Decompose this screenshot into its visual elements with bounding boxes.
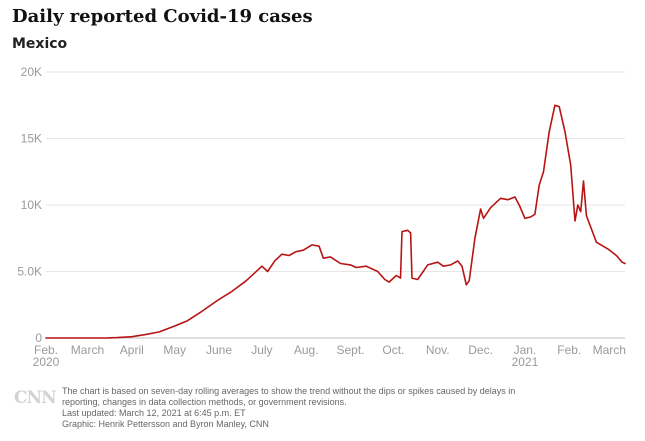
cnn-logo: CNN bbox=[14, 388, 57, 408]
x-tick-label: Feb. bbox=[557, 343, 581, 357]
x-tick-label: April bbox=[120, 343, 144, 357]
grid-lines bbox=[46, 71, 625, 339]
x-tick-label: June bbox=[206, 343, 232, 357]
x-tick-label: July bbox=[251, 343, 272, 357]
y-tick-label: 5.0K bbox=[17, 265, 42, 279]
footnote-line: The chart is based on seven-day rolling … bbox=[62, 386, 516, 396]
x-tick-label: Jan. bbox=[514, 343, 537, 357]
y-tick-label: 20K bbox=[21, 65, 42, 79]
x-tick-label: Aug. bbox=[294, 343, 319, 357]
last-updated: Last updated: March 12, 2021 at 6:45 p.m… bbox=[62, 408, 246, 418]
chart-title: Daily reported Covid-19 cases bbox=[12, 6, 313, 27]
x-tick-label: Nov. bbox=[426, 343, 450, 357]
series-line-cases bbox=[45, 104, 626, 339]
x-tick-label: Sept. bbox=[336, 343, 364, 357]
x-tick-label: Oct. bbox=[382, 343, 404, 357]
x-tick-label: Dec. bbox=[468, 343, 493, 357]
x-tick-year-label: 2021 bbox=[512, 355, 539, 369]
x-tick-label: May bbox=[163, 343, 186, 357]
x-tick-year-label: 2020 bbox=[33, 355, 60, 369]
footnote-line: reporting, changes in data collection me… bbox=[62, 397, 347, 407]
y-axis-ticks: 0 5.0K 10K 15K 20K bbox=[17, 65, 42, 345]
y-tick-label: 15K bbox=[21, 132, 42, 146]
y-tick-label: 10K bbox=[21, 198, 42, 212]
y-tick-label: 0 bbox=[35, 331, 42, 345]
chart-subtitle: Mexico bbox=[12, 36, 68, 52]
footnote: The chart is based on seven-day rolling … bbox=[62, 386, 632, 430]
graphic-credit: Graphic: Henrik Pettersson and Byron Man… bbox=[62, 419, 269, 429]
x-tick-label: March bbox=[593, 343, 626, 357]
x-tick-label: Feb. bbox=[34, 343, 58, 357]
x-tick-label: March bbox=[71, 343, 104, 357]
